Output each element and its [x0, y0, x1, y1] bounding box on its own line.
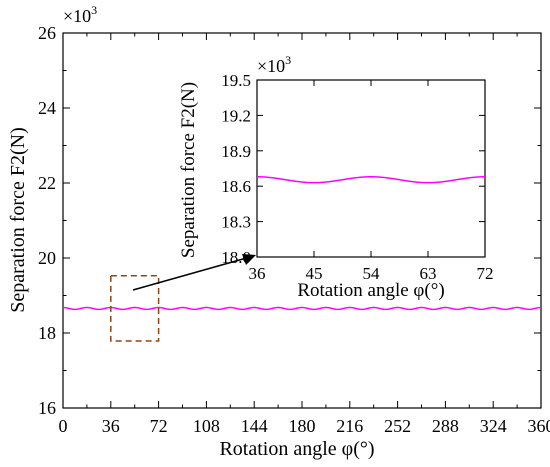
main-y-tick-label: 22	[38, 173, 56, 193]
inset-y-title-text: Separation force F2(N)	[178, 82, 199, 258]
inset-y-tick-label: 19.5	[221, 71, 251, 90]
inset-series	[257, 176, 485, 184]
inset-y-tick-label: 18.3	[221, 213, 251, 232]
main-x-tick-labels: 0 36 72 108 144 180 216 252 288 324 360	[59, 416, 550, 436]
main-x-tick-label: 216	[336, 416, 363, 436]
inset-series-line	[257, 176, 485, 184]
inset-x-tick-label: 72	[477, 264, 494, 283]
main-multiplier-base: ×10	[63, 6, 91, 26]
main-multiplier: ×103	[63, 3, 97, 26]
zoom-box	[110, 275, 160, 342]
main-series	[62, 306, 542, 311]
main-x-tick-label: 0	[59, 416, 68, 436]
main-y-tick-label: 16	[38, 398, 56, 418]
main-y-tick-label: 18	[38, 323, 56, 343]
main-y-tick-label: 20	[38, 248, 56, 268]
main-x-tick-label: 360	[528, 416, 550, 436]
inset-y-axis-title: Separation force F2(N)	[178, 82, 199, 258]
inset-x-tick-labels: 36 45 54 63 72	[249, 264, 494, 283]
inset-x-axis-title: Rotation angle φ(°)	[297, 280, 444, 301]
main-y-title-text: Separation force F2(N)	[7, 127, 29, 313]
inset-background	[257, 80, 485, 257]
inset-y-tick-label: 18.0	[221, 248, 251, 267]
main-x-tick-label: 252	[384, 416, 411, 436]
main-y-axis-title: Separation force F2(N)	[7, 127, 29, 313]
inset-y-tick-label: 18.9	[221, 142, 251, 161]
inset-x-title-text: Rotation angle φ(°)	[297, 280, 444, 301]
main-y-tick-label: 26	[38, 23, 56, 43]
main-y-tick-label: 24	[38, 98, 56, 118]
main-series-line	[62, 306, 542, 311]
inset-y-tick-labels: 18.0 18.3 18.6 18.9 19.2 19.5	[221, 71, 251, 267]
inset-x-tick-label: 36	[249, 264, 266, 283]
main-y-tick-labels: 16 18 20 22 24 26	[38, 23, 56, 418]
inset-ticks	[256, 79, 486, 258]
main-x-axis-title: Rotation angle φ(°)	[219, 438, 374, 460]
main-multiplier-exp: 3	[91, 3, 97, 17]
inset-x-tick-label: 45	[306, 264, 323, 283]
inset-x-tick-label: 63	[420, 264, 437, 283]
main-x-tick-label: 288	[432, 416, 459, 436]
main-ticks	[62, 32, 542, 409]
inset-multiplier: ×103	[257, 53, 291, 76]
main-x-tick-label: 108	[193, 416, 220, 436]
inset-multiplier-base: ×10	[257, 56, 285, 76]
inset-y-tick-label: 18.6	[221, 177, 251, 196]
inset-x-tick-label: 54	[363, 264, 381, 283]
main-x-title-text: Rotation angle φ(°)	[219, 438, 374, 460]
main-x-tick-label: 180	[289, 416, 316, 436]
main-x-tick-label: 72	[150, 416, 168, 436]
main-x-tick-label: 36	[102, 416, 120, 436]
inset-y-tick-label: 19.2	[221, 106, 251, 125]
zoom-arrow	[132, 254, 256, 291]
main-x-tick-label: 144	[241, 416, 268, 436]
main-x-tick-label: 324	[480, 416, 507, 436]
inset-multiplier-exp: 3	[285, 53, 291, 67]
